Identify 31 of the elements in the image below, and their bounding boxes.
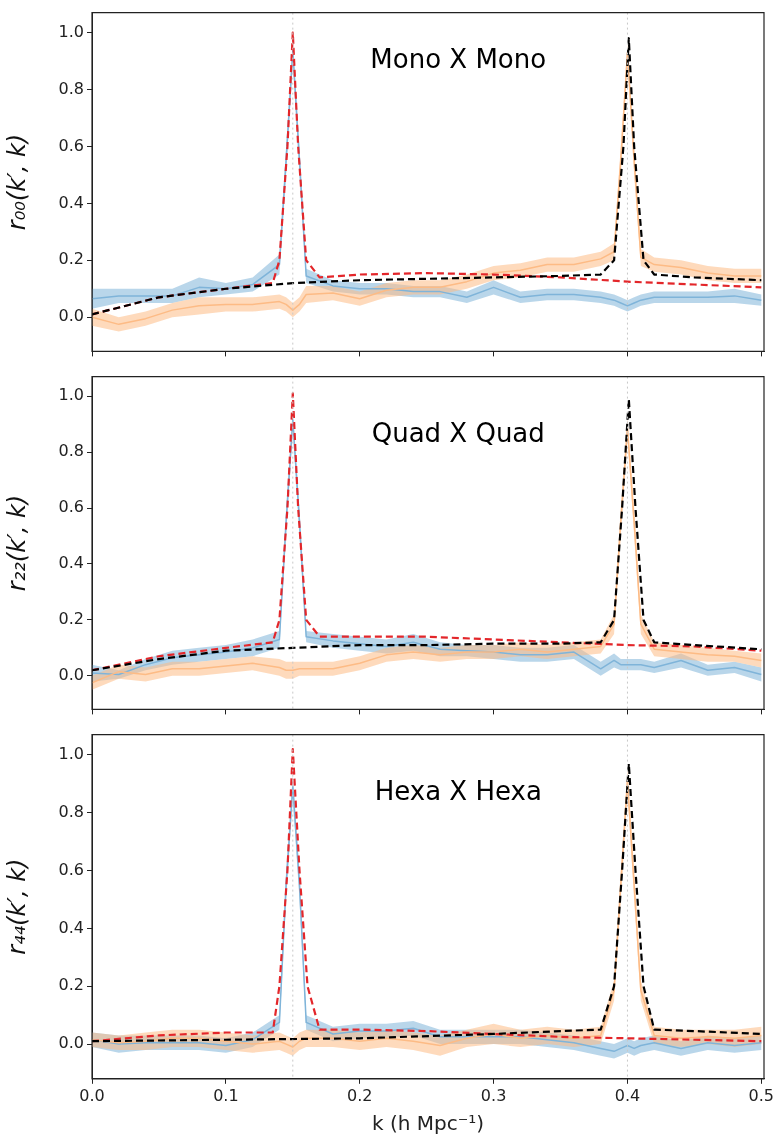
y-tick-label: 1.0 — [58, 744, 84, 763]
y-axis-title: r₂₂(k′, k) — [2, 494, 31, 592]
y-tick-label: 0.8 — [58, 801, 84, 821]
y-tick-label: 0.6 — [58, 497, 84, 517]
y-tick-label: 1.0 — [58, 385, 84, 405]
y-tick-label: 0.8 — [58, 78, 84, 98]
y-tick-label: 0.6 — [58, 859, 84, 879]
x-tick-label: 0.5 — [748, 1085, 775, 1105]
y-axis-title: r₄₄(k′, k) — [2, 858, 31, 955]
y-tick-label: 0.2 — [58, 249, 84, 269]
text: Hexa X Hexa — [374, 776, 542, 807]
x-axis-title: k (h Mpc⁻¹) — [371, 1111, 485, 1136]
y-tick-label: 0.0 — [58, 306, 84, 326]
x-tick-label: 0.1 — [213, 1085, 239, 1105]
y-tick-label: 0.4 — [58, 192, 84, 212]
y-axis-title: r₀₀(k′, k) — [2, 133, 31, 231]
y-tick-label: 0.2 — [58, 609, 84, 629]
y-tick-label: 1.0 — [58, 21, 84, 41]
y-tick-label: 0.6 — [58, 135, 84, 155]
text: Mono X Mono — [370, 44, 547, 75]
x-tick-label: 0.0 — [79, 1085, 105, 1105]
y-tick-label: 0.2 — [58, 975, 84, 995]
y-tick-label: 0.8 — [58, 441, 84, 461]
x-tick-label: 0.2 — [347, 1085, 373, 1105]
x-tick-label: 0.4 — [614, 1085, 641, 1105]
y-tick-label: 0.4 — [58, 917, 84, 937]
y-tick-label: 0.0 — [58, 1033, 84, 1053]
y-tick-label: 0.4 — [58, 553, 84, 573]
y-tick-label: 0.0 — [58, 665, 84, 684]
x-tick-label: 0.3 — [480, 1085, 507, 1105]
text: Quad X Quad — [371, 418, 545, 449]
